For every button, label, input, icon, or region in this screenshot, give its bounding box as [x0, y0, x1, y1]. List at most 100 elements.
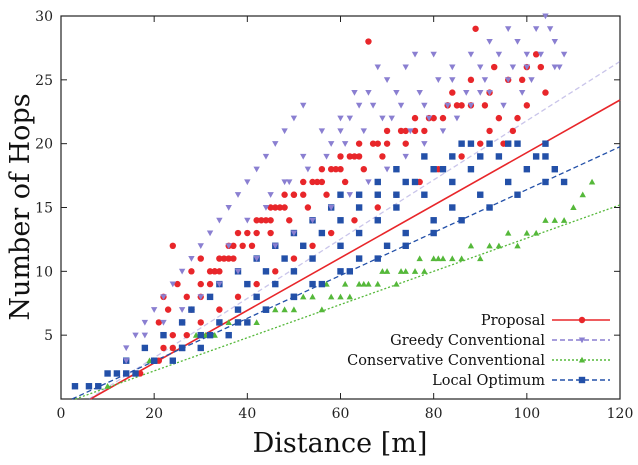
greedy-conventional-point [355, 102, 363, 109]
proposal-point [397, 127, 405, 135]
proposal-point [309, 242, 316, 249]
proposal-point [351, 153, 358, 160]
proposal-point [267, 204, 274, 211]
x-tick-label: 100 [513, 406, 540, 422]
proposal-point [532, 51, 540, 58]
local-optimum-point [206, 331, 214, 339]
local-optimum-point [402, 178, 409, 186]
local-optimum-point [216, 319, 223, 326]
greedy-conventional-point [486, 90, 493, 96]
local-optimum-point [486, 140, 493, 147]
local-optimum-point [150, 357, 158, 364]
greedy-conventional-point [369, 102, 377, 109]
local-optimum-point [477, 153, 484, 160]
x-tick-label: 20 [145, 406, 163, 422]
local-optimum-point [421, 153, 428, 160]
greedy-conventional-point [477, 90, 484, 96]
local-optimum-point [71, 383, 79, 390]
proposal-point [188, 268, 195, 275]
conservative-conventional-point [421, 268, 428, 274]
proposal-point [286, 217, 293, 224]
conservative-conventional-point [514, 242, 521, 249]
greedy-conventional-point [383, 166, 391, 173]
proposal-point [542, 89, 549, 96]
conservative-conventional-point [290, 306, 298, 313]
greedy-conventional-point [225, 204, 232, 211]
local-optimum-point [337, 242, 344, 249]
proposal-point [216, 255, 223, 262]
local-optimum-point [337, 217, 344, 224]
proposal-point [267, 229, 274, 237]
proposal-point [197, 255, 204, 262]
local-optimum-point [383, 242, 391, 249]
local-optimum-point [402, 229, 409, 237]
greedy-conventional-point [551, 64, 558, 71]
local-optimum-point [458, 140, 465, 147]
greedy-conventional-point [141, 332, 149, 339]
proposal-point [216, 268, 223, 275]
local-optimum-point [355, 191, 363, 198]
y-tick-label: 20 [35, 137, 53, 153]
greedy-conventional-point [197, 243, 204, 249]
greedy-conventional-point [286, 179, 293, 186]
proposal-point [244, 229, 251, 237]
proposal-point [467, 76, 475, 84]
proposal-point [248, 242, 256, 249]
proposal-point [169, 331, 176, 339]
greedy-conventional-point [532, 26, 540, 32]
proposal-point [206, 280, 214, 288]
greedy-conventional-point [463, 90, 470, 96]
local-optimum-point [309, 255, 316, 262]
proposal-point [523, 102, 531, 109]
greedy-conventional-point [290, 230, 298, 237]
conservative-conventional-point [523, 229, 531, 236]
proposal-point [220, 255, 228, 262]
conservative-conventional-point [467, 242, 475, 249]
proposal-point [486, 127, 493, 135]
greedy-conventional-point [397, 102, 405, 109]
proposal-point [206, 268, 214, 275]
legend-label-conservative-conventional: Conservative Conventional [347, 353, 545, 369]
proposal-point [346, 153, 354, 160]
greedy-conventional-point [505, 77, 512, 84]
conservative-conventional-point [570, 204, 577, 211]
greedy-conventional-point [150, 307, 158, 313]
greedy-conventional-point [272, 141, 279, 147]
proposal-point [197, 319, 204, 326]
proposal-point [160, 344, 167, 352]
local-optimum-point [514, 140, 521, 147]
local-optimum-point [169, 357, 176, 364]
conservative-conventional-point [458, 255, 465, 262]
local-optimum-point [132, 370, 139, 377]
greedy-conventional-point [253, 166, 260, 173]
local-optimum-point [318, 280, 326, 288]
local-optimum-point [505, 178, 512, 186]
greedy-conventional-point [123, 345, 130, 352]
legend-marker-proposal [578, 316, 586, 324]
proposal-point [332, 166, 340, 173]
greedy-conventional-point [346, 192, 354, 198]
local-optimum-point [430, 217, 437, 224]
x-tick-label: 40 [238, 406, 256, 422]
proposal-point [491, 63, 498, 71]
local-optimum-point [160, 331, 167, 339]
greedy-conventional-point [467, 102, 475, 109]
local-optimum-point [141, 344, 149, 352]
proposal-point [183, 331, 190, 339]
greedy-conventional-point [160, 294, 167, 301]
local-optimum-point [542, 140, 549, 147]
proposal-point [369, 140, 377, 147]
greedy-conventional-point [416, 90, 423, 96]
conservative-conventional-point [253, 319, 260, 325]
proposal-point [253, 280, 260, 288]
local-optimum-point [337, 191, 344, 198]
greedy-conventional-point [262, 204, 270, 211]
proposal-point [323, 191, 330, 198]
proposal-point [383, 140, 391, 147]
local-optimum-point [262, 306, 270, 313]
greedy-conventional-point [337, 115, 344, 122]
local-optimum-point [300, 242, 307, 249]
local-optimum-point [262, 268, 270, 275]
proposal-point [290, 255, 298, 262]
local-optimum-point [234, 306, 242, 313]
